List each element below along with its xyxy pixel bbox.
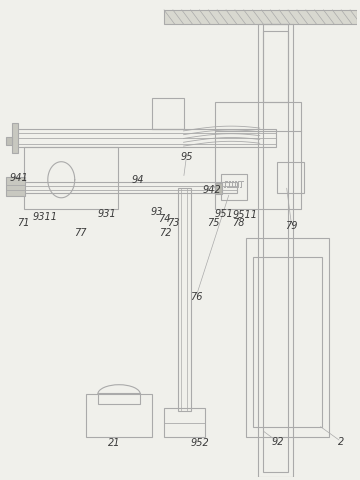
Bar: [278, 162, 304, 192]
Text: 942: 942: [203, 185, 221, 195]
Bar: [246, 238, 329, 437]
Text: 2: 2: [338, 437, 345, 446]
Text: 92: 92: [271, 437, 284, 446]
Text: 76: 76: [190, 292, 202, 302]
Text: 73: 73: [167, 218, 179, 228]
Bar: [263, 31, 288, 472]
Bar: [6, 137, 12, 144]
Bar: [24, 182, 237, 192]
Bar: [12, 123, 18, 153]
Text: 21: 21: [108, 438, 121, 448]
Bar: [221, 174, 247, 200]
Text: 71: 71: [17, 218, 30, 228]
Bar: [17, 129, 276, 147]
Bar: [98, 393, 140, 404]
Bar: [6, 178, 25, 196]
Text: 77: 77: [75, 228, 87, 238]
Text: 94: 94: [131, 175, 144, 185]
Bar: [24, 147, 118, 209]
Text: 95: 95: [180, 152, 193, 162]
Text: 72: 72: [159, 228, 172, 238]
Text: 941: 941: [9, 173, 28, 183]
Text: 951: 951: [215, 209, 234, 219]
Bar: [215, 102, 301, 209]
Text: 79: 79: [285, 221, 298, 231]
Bar: [215, 183, 222, 193]
Bar: [164, 10, 357, 24]
Bar: [263, 24, 288, 102]
Text: 93: 93: [151, 206, 163, 216]
Bar: [86, 394, 152, 437]
Text: 931: 931: [98, 209, 117, 219]
Text: 952: 952: [190, 438, 209, 448]
Bar: [164, 408, 205, 437]
Bar: [178, 188, 191, 411]
Text: 9511: 9511: [233, 210, 258, 220]
Text: 78: 78: [232, 218, 245, 228]
Bar: [253, 257, 322, 427]
Text: 74: 74: [158, 214, 170, 224]
Bar: [258, 24, 293, 477]
Text: 9311: 9311: [33, 212, 58, 222]
Bar: [152, 97, 184, 129]
Text: 75: 75: [207, 218, 220, 228]
